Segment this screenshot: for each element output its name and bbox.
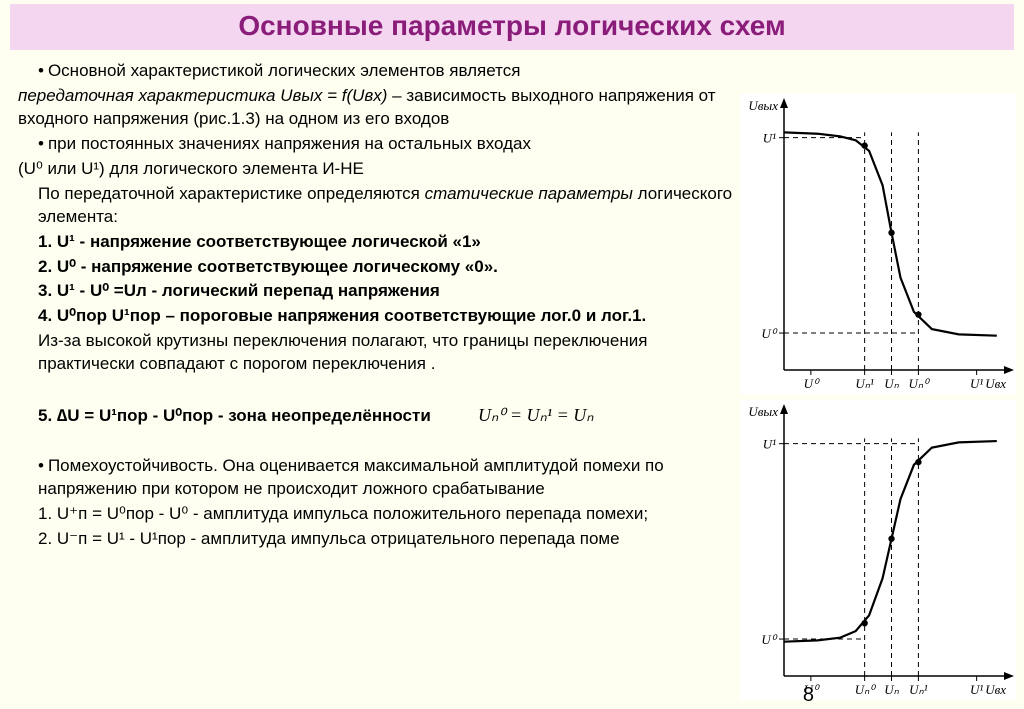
p8: 2. U⁻п = U¹ - U¹пор - амплитуда импульса… <box>18 528 738 551</box>
p1a: Основной характеристикой логических элем… <box>48 61 520 80</box>
svg-text:U¹: U¹ <box>970 682 983 697</box>
formula: Uₙ⁰ = Uₙ¹ = Uₙ <box>478 405 593 425</box>
p4b: статические параметры <box>425 184 633 203</box>
transfer-curve-rising: U¹ U⁰ Uвых Uвх U⁰Uₙ⁰UₙUₙ¹U¹ <box>740 400 1016 700</box>
p6: Помехоустойчивость. Она оценивается макс… <box>38 456 664 498</box>
body-text: Основной характеристикой логических элем… <box>18 60 738 553</box>
svg-text:Uₙ⁰: Uₙ⁰ <box>855 682 877 697</box>
svg-text:U¹: U¹ <box>763 131 776 146</box>
page-number: 8 <box>803 684 814 707</box>
svg-text:Uвых: Uвых <box>748 404 778 419</box>
li2: 2. U⁰ - напряжение соответствующее логич… <box>18 256 738 279</box>
svg-text:Uₙ: Uₙ <box>884 376 899 391</box>
svg-text:Uₙ: Uₙ <box>884 682 899 697</box>
svg-text:Uₙ⁰: Uₙ⁰ <box>909 376 931 391</box>
li1: 1. U¹ - напряжение соответствующее логич… <box>18 231 738 254</box>
svg-text:U⁰: U⁰ <box>761 326 777 341</box>
svg-text:U⁰: U⁰ <box>761 632 777 647</box>
transfer-curve-nand: U¹ U⁰ Uвых Uвх U⁰ Uₙ¹ Uₙ Uₙ⁰ U¹ <box>740 94 1016 394</box>
svg-text:U⁰: U⁰ <box>804 376 820 391</box>
svg-text:Uвых: Uвых <box>748 98 778 113</box>
page-title: Основные параметры логических схем <box>10 4 1014 50</box>
svg-text:U¹: U¹ <box>763 437 776 452</box>
p7: 1. U⁺п = U⁰пор - U⁰ - амплитуда импульса… <box>18 503 738 526</box>
svg-text:U¹: U¹ <box>970 376 983 391</box>
li3: 3. U¹ - U⁰ =Uл - логический перепад напр… <box>18 280 738 303</box>
svg-text:Uвх: Uвх <box>985 682 1006 697</box>
p2: при постоянных значениях напряжения на о… <box>48 134 531 153</box>
p4a: По передаточной характеристике определяю… <box>38 184 425 203</box>
svg-text:Uₙ¹: Uₙ¹ <box>855 376 874 391</box>
li5: 5. ∆U = U¹пор - U⁰пор - зона неопределён… <box>38 406 431 425</box>
svg-text:Uₙ¹: Uₙ¹ <box>909 682 928 697</box>
p5: Из-за высокой крутизны переключения пола… <box>18 330 738 376</box>
p1b: передаточная характеристика Uвых = f(Uвх… <box>18 86 387 105</box>
li4: 4. U⁰пор U¹пор – пороговые напряжения со… <box>18 305 738 328</box>
svg-text:Uвх: Uвх <box>985 376 1006 391</box>
p3: (U⁰ или U¹) для логического элемента И-Н… <box>18 158 738 181</box>
